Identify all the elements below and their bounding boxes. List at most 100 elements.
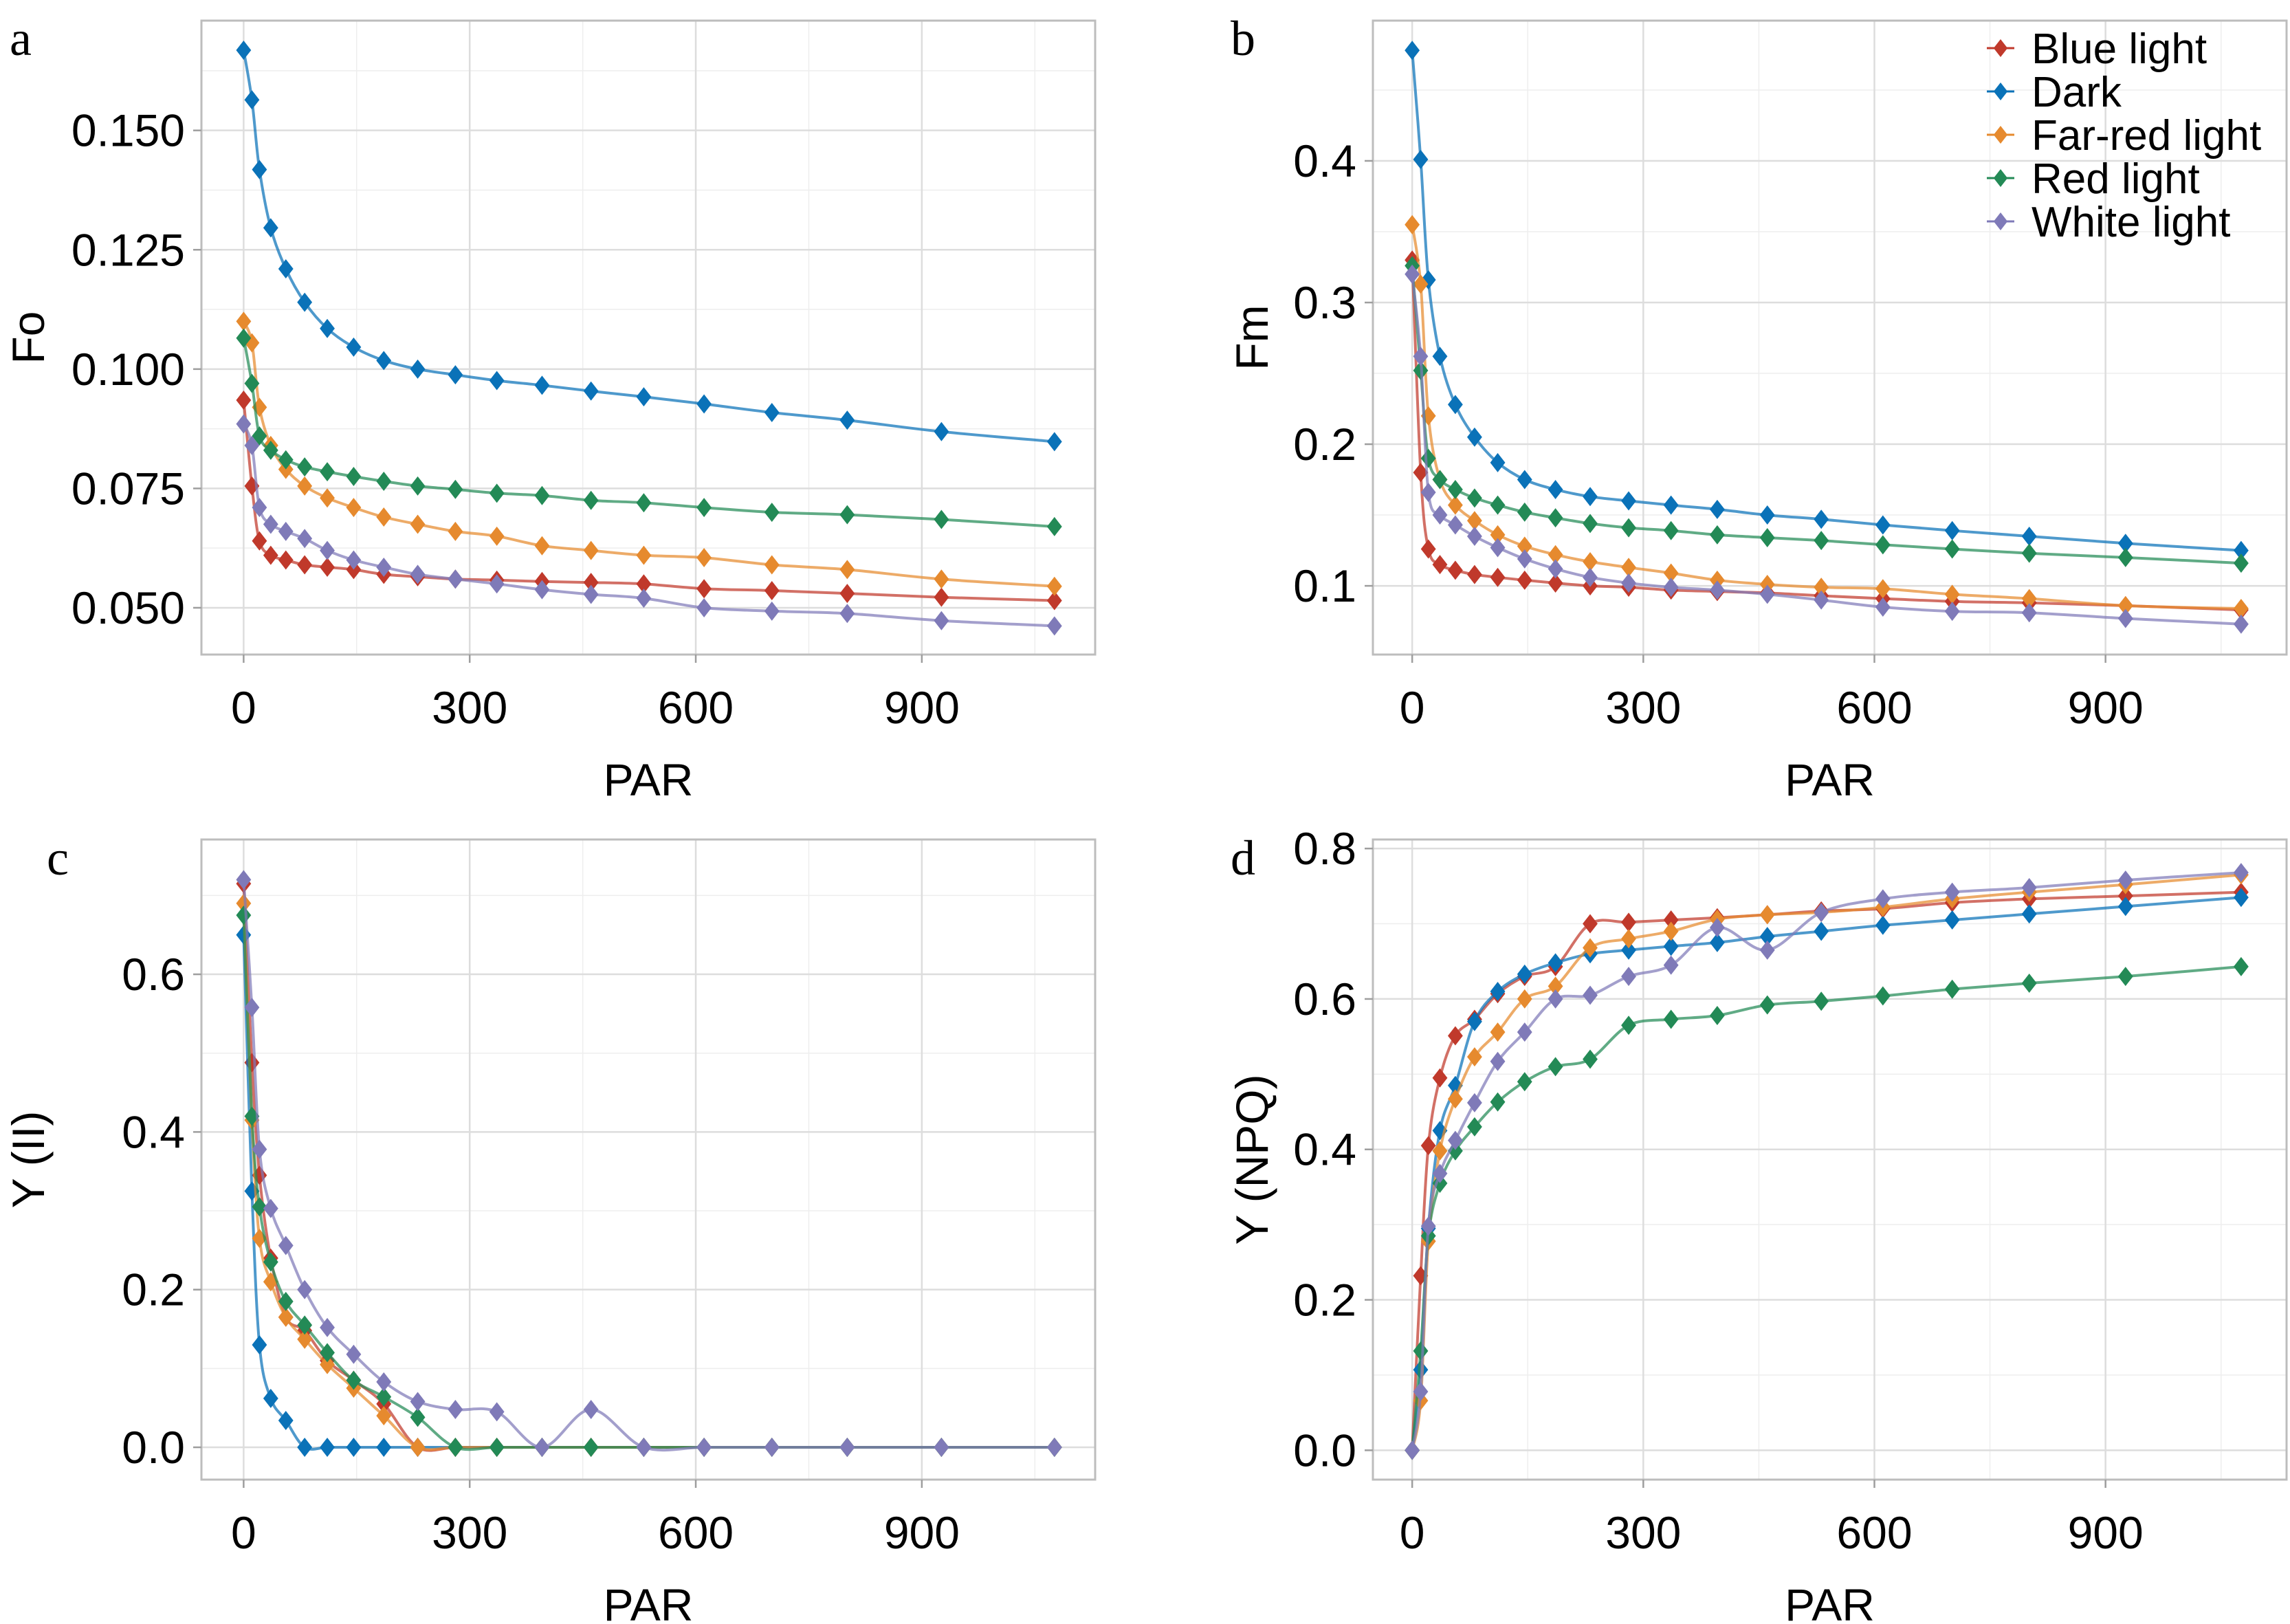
data-point bbox=[1875, 889, 1891, 909]
data-point bbox=[1490, 538, 1506, 558]
data-point bbox=[696, 548, 712, 568]
data-point bbox=[1944, 520, 1960, 540]
data-point bbox=[297, 1437, 313, 1457]
data-point bbox=[346, 550, 362, 570]
data-point bbox=[1663, 1009, 1679, 1029]
x-axis-label: PAR bbox=[604, 754, 694, 805]
data-point bbox=[696, 498, 712, 518]
data-point bbox=[1490, 495, 1506, 515]
data-point bbox=[636, 589, 652, 608]
data-point bbox=[448, 521, 463, 541]
data-point bbox=[263, 514, 278, 534]
x-tick-label: 900 bbox=[884, 1507, 960, 1558]
data-point bbox=[244, 1181, 260, 1201]
data-point bbox=[278, 259, 294, 279]
data-point bbox=[1517, 549, 1532, 569]
data-point bbox=[236, 906, 252, 925]
data-point bbox=[448, 569, 463, 589]
data-point bbox=[1944, 979, 1960, 999]
data-point bbox=[1405, 264, 1420, 284]
data-point bbox=[1709, 580, 1725, 600]
data-point bbox=[2021, 603, 2037, 623]
data-point bbox=[839, 560, 855, 580]
series-line bbox=[1411, 965, 2242, 1451]
data-point bbox=[1420, 1136, 1436, 1156]
data-point bbox=[320, 462, 335, 482]
series-dark bbox=[1405, 41, 2249, 560]
data-point bbox=[1046, 432, 1062, 452]
series-white-light bbox=[1405, 863, 2249, 1460]
y-axis-label: Fm bbox=[1226, 305, 1277, 370]
panel-letter: d bbox=[1231, 831, 1255, 886]
series-dark bbox=[236, 41, 1062, 452]
data-point bbox=[1046, 576, 1062, 596]
data-point bbox=[1944, 539, 1960, 559]
data-point bbox=[448, 479, 463, 499]
data-point bbox=[252, 1139, 267, 1159]
x-tick-label: 600 bbox=[658, 1507, 734, 1558]
data-point bbox=[320, 1343, 335, 1363]
data-point bbox=[376, 351, 392, 371]
data-point bbox=[583, 1437, 599, 1457]
data-point bbox=[376, 507, 392, 527]
data-point bbox=[1663, 921, 1679, 941]
x-tick-label: 300 bbox=[432, 682, 507, 733]
data-point bbox=[1621, 929, 1636, 949]
data-point bbox=[346, 1437, 362, 1457]
data-point bbox=[252, 1197, 267, 1217]
data-point bbox=[934, 1437, 949, 1457]
panel-letter: b bbox=[1231, 11, 1255, 66]
series-line bbox=[1411, 896, 2242, 1451]
series-line bbox=[242, 915, 1055, 1451]
series-line bbox=[1411, 890, 2241, 1451]
data-point bbox=[278, 1411, 294, 1431]
series-line bbox=[242, 903, 1055, 1451]
data-point bbox=[448, 1437, 463, 1457]
data-point bbox=[263, 1388, 278, 1408]
data-point bbox=[448, 365, 463, 385]
series-far-red-light bbox=[1405, 865, 2249, 1460]
data-point bbox=[1583, 985, 1598, 1005]
panel-c: 0 300 600 900 0.0 0.2 0.4 0.6 PAR Y (II) c bbox=[3, 831, 1097, 1624]
data-point bbox=[1548, 1057, 1563, 1077]
data-point bbox=[1583, 567, 1598, 587]
data-point bbox=[1447, 479, 1463, 499]
legend-item: Far-red light bbox=[1987, 112, 2261, 160]
data-point bbox=[1759, 584, 1775, 604]
data-point bbox=[297, 1329, 313, 1349]
data-point bbox=[1466, 1117, 1482, 1137]
data-point bbox=[583, 573, 599, 593]
legend-label: Far-red light bbox=[2032, 112, 2261, 160]
y-axis-label: Fo bbox=[3, 311, 54, 364]
data-point bbox=[1875, 535, 1891, 555]
data-point bbox=[320, 1437, 335, 1457]
data-point bbox=[1432, 555, 1448, 575]
data-point bbox=[278, 1291, 294, 1311]
data-point bbox=[1709, 525, 1725, 545]
legend-marker-icon bbox=[1993, 39, 2008, 57]
y-tick-label: 0.125 bbox=[71, 224, 185, 275]
data-point bbox=[376, 557, 392, 577]
series-line bbox=[1411, 50, 2242, 552]
data-point bbox=[263, 1198, 278, 1218]
data-point bbox=[1814, 921, 1829, 941]
data-point bbox=[1759, 905, 1775, 925]
x-tick-label: 0 bbox=[231, 682, 256, 733]
data-point bbox=[1466, 1047, 1482, 1067]
data-point bbox=[2117, 897, 2133, 917]
data-point bbox=[236, 870, 252, 890]
y-axis-label: Y (NPQ) bbox=[1226, 1074, 1277, 1244]
legend-label: Blue light bbox=[2032, 25, 2207, 73]
data-point bbox=[320, 1354, 335, 1374]
data-point bbox=[244, 90, 260, 110]
data-point bbox=[1517, 502, 1532, 522]
data-point bbox=[696, 579, 712, 599]
data-point bbox=[1046, 516, 1062, 536]
data-point bbox=[839, 1437, 855, 1457]
data-point bbox=[1466, 1011, 1482, 1031]
data-point bbox=[278, 450, 294, 470]
data-point bbox=[1814, 991, 1829, 1011]
x-tick-label: 0 bbox=[1400, 1507, 1425, 1558]
data-point bbox=[1517, 1022, 1532, 1042]
data-point bbox=[1420, 1216, 1436, 1236]
